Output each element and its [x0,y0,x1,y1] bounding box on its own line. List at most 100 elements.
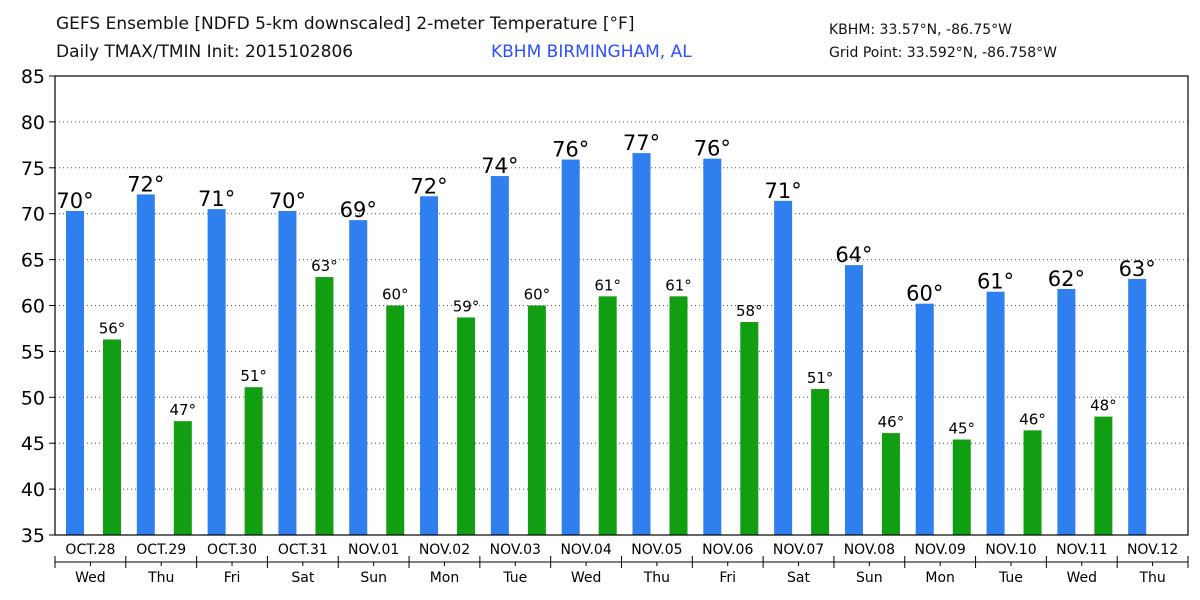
date-label: NOV.08 [844,542,895,558]
weekday-label: Tue [502,570,527,586]
weekday-label: Fri [719,570,736,586]
tmax-bar [136,194,155,535]
tmin-value-label: 51° [807,369,834,387]
tmax-value-label: 60° [906,282,943,306]
tmin-value-label: 61° [665,276,692,294]
tmin-bar [1023,430,1042,535]
tmin-bar [1094,416,1113,535]
date-label: NOV.05 [631,542,682,558]
date-label: NOV.12 [1127,542,1178,558]
location-label: KBHM BIRMINGHAM, AL [491,42,692,62]
tmin-value-label: 46° [1019,410,1046,428]
tmax-bar [632,153,651,535]
chart-title: GEFS Ensemble [NDFD 5-km downscaled] 2-m… [56,14,635,34]
tmax-bar [561,159,580,535]
date-label: NOV.03 [490,542,541,558]
y-tick-label: 35 [21,525,45,547]
tmin-bar [173,421,192,535]
tmax-bar [703,158,722,535]
y-tick-label: 40 [21,479,45,501]
weekday-label: Wed [75,570,106,586]
tmin-bar [952,439,971,535]
tmax-value-label: 77° [623,131,660,155]
chart-subtitle: Daily TMAX/TMIN Init: 2015102806 [56,42,354,62]
tmin-bar [244,387,263,535]
tmax-bar [1057,288,1076,535]
weekday-label: Sat [291,570,314,586]
weekday-label: Wed [1067,570,1098,586]
y-tick-label: 60 [21,296,45,318]
tmax-value-label: 69° [340,198,377,222]
tmin-bar [881,433,900,535]
date-label: NOV.02 [419,542,470,558]
weekday-label: Wed [571,570,602,586]
tmax-bar [844,265,863,535]
tmin-bar [103,339,121,535]
grid-point-coords: Grid Point: 33.592°N, -86.758°W [829,45,1057,61]
y-tick-label: 45 [21,433,45,455]
date-label: OCT.31 [278,542,328,558]
tmax-bar [986,291,1005,535]
y-tick-label: 75 [21,158,45,180]
tmax-value-label: 71° [765,179,802,203]
weekday-label: Thu [1138,570,1165,586]
tmin-bar [527,305,546,535]
tmax-bar [490,176,509,535]
weekday-label: Sun [856,570,883,586]
weekday-label: Thu [147,570,174,586]
tmin-bar [598,296,617,535]
tmax-bar [66,210,84,536]
y-tick-label: 50 [21,387,45,409]
tmin-value-label: 59° [453,297,480,315]
tmin-bar [811,389,830,535]
tmin-value-label: 58° [736,302,763,320]
tmax-value-label: 74° [481,154,518,178]
tmax-value-label: 72° [410,174,447,198]
date-label: NOV.04 [560,542,611,558]
tmin-value-label: 45° [948,420,975,438]
tmax-value-label: 72° [127,172,164,196]
tmin-value-label: 60° [382,286,409,304]
tmax-value-label: 70° [269,189,306,213]
tmax-bar [349,220,368,535]
date-label: OCT.29 [136,542,186,558]
tmin-bar [315,277,334,535]
y-tick-label: 70 [21,204,45,226]
tmax-value-label: 62° [1048,267,1085,291]
weekday-label: Mon [925,570,955,586]
y-tick-label: 55 [21,341,45,363]
tmin-value-label: 63° [311,257,338,275]
weekday-label: Fri [224,570,241,586]
tmax-value-label: 70° [56,189,93,213]
weekday-label: Sun [360,570,387,586]
date-label: NOV.10 [985,542,1036,558]
tmax-bar [1128,278,1147,535]
tmin-value-label: 46° [878,413,905,431]
tmax-value-label: 61° [977,270,1014,294]
tmin-value-label: 61° [594,276,621,294]
station-coords: KBHM: 33.57°N, -86.75°W [829,22,1012,38]
y-tick-label: 65 [21,250,45,272]
date-label: NOV.09 [915,542,966,558]
tmin-value-label: 47° [170,401,197,419]
tmax-bar [278,210,297,536]
weekday-label: Sat [787,570,810,586]
tmax-bar [774,200,793,535]
date-label: NOV.11 [1056,542,1107,558]
weekday-label: Thu [643,570,670,586]
tmax-value-label: 76° [694,137,731,161]
tmin-value-label: 51° [240,367,267,385]
date-label: NOV.01 [348,542,399,558]
tmax-value-label: 71° [198,187,235,211]
tmin-bar [669,296,688,535]
tmin-bar [386,305,405,535]
y-tick-label: 80 [21,112,45,134]
tmax-value-label: 76° [552,138,589,162]
date-label: OCT.28 [65,542,115,558]
tmin-value-label: 60° [524,286,551,304]
date-label: NOV.06 [702,542,753,558]
date-label: OCT.30 [207,542,257,558]
weekday-label: Mon [430,570,460,586]
tmax-bar [420,196,439,535]
tmin-value-label: 48° [1090,397,1117,415]
